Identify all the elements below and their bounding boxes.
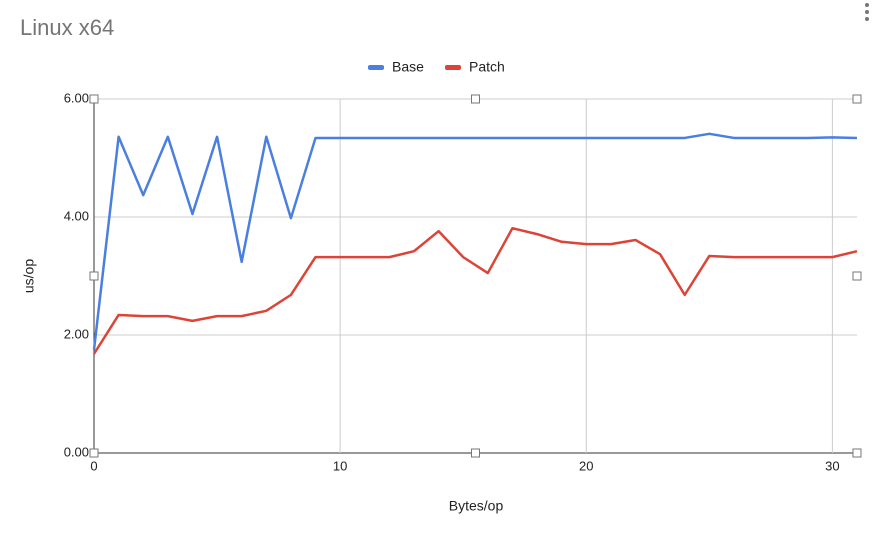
resize-handle[interactable] xyxy=(852,94,862,104)
chart-title: Linux x64 xyxy=(20,15,114,40)
x-tick-label: 20 xyxy=(579,458,593,473)
y-tick-label: 2.00 xyxy=(64,326,89,341)
legend-swatch xyxy=(445,65,461,70)
y-axis-title: us/op xyxy=(21,259,37,293)
resize-handle[interactable] xyxy=(471,448,480,458)
menu-icon[interactable] xyxy=(865,3,869,21)
x-tick-label: 30 xyxy=(825,458,839,473)
legend-swatch xyxy=(368,65,384,70)
resize-handle[interactable] xyxy=(852,271,862,281)
x-axis-title: Bytes/op xyxy=(449,498,504,514)
resize-handle[interactable] xyxy=(89,271,99,281)
resize-handle[interactable] xyxy=(471,94,480,104)
legend-label: Base xyxy=(392,59,424,75)
series-line xyxy=(92,226,858,355)
x-tick-label: 0 xyxy=(90,458,97,473)
series-line xyxy=(92,132,858,350)
y-tick-label: 6.00 xyxy=(64,90,89,105)
x-tick-label: 10 xyxy=(333,458,347,473)
resize-handle[interactable] xyxy=(89,94,99,104)
resize-handle[interactable] xyxy=(89,448,99,458)
resize-handle[interactable] xyxy=(852,448,862,458)
legend-label: Patch xyxy=(469,59,505,75)
y-tick-label: 4.00 xyxy=(64,208,89,223)
y-tick-label: 0.00 xyxy=(64,444,89,459)
